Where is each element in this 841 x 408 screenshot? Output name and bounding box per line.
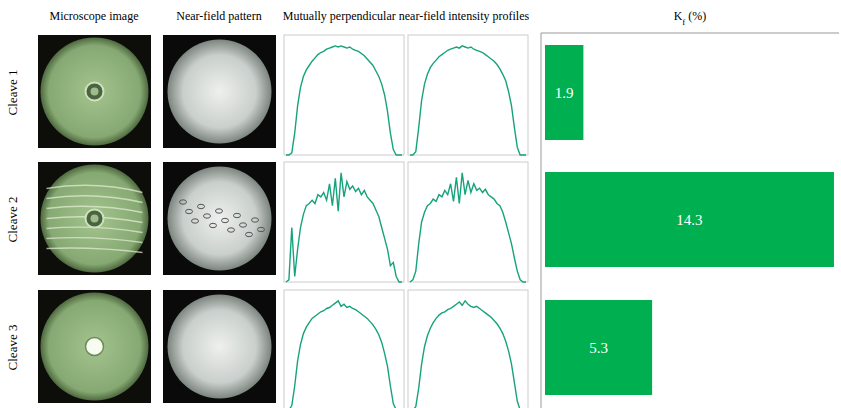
microscope-image: [38, 35, 151, 148]
profile-frame: [284, 35, 404, 155]
speckle: [252, 218, 259, 222]
value-axis-line: [541, 33, 542, 408]
bar: [545, 45, 583, 140]
speckle: [240, 223, 247, 227]
speckle: [186, 209, 193, 213]
row-label: Cleave 1: [5, 70, 20, 116]
figure: Microscope image Near-field pattern Mutual…: [0, 0, 841, 408]
fiber-core: [86, 210, 104, 228]
fiber-cladding: [41, 293, 149, 401]
bar: [545, 172, 834, 267]
intensity-profile: [410, 301, 526, 408]
near-field-spot: [168, 295, 272, 399]
intensity-profile: [286, 173, 402, 282]
chart-title: Kf (%): [674, 9, 707, 27]
fiber-cladding: [41, 38, 149, 146]
fiber-core-center: [91, 88, 99, 96]
profile-frame: [284, 290, 404, 408]
speckle: [198, 204, 205, 208]
column-header: Mutually perpendicular near-field intens…: [283, 9, 530, 23]
near-field-spot: [168, 40, 272, 144]
intensity-profile: [286, 301, 402, 408]
cleave-hackle: [47, 248, 143, 253]
speckle: [246, 232, 253, 236]
cleave-hackle: [47, 196, 143, 203]
speckle: [222, 218, 229, 222]
intensity-profile: [410, 46, 526, 155]
cleave-hackle: [47, 238, 143, 243]
profile-frame: [408, 162, 528, 282]
bar: [545, 300, 652, 395]
fiber-cladding: [41, 165, 149, 273]
speckle: [216, 209, 223, 213]
bars: [545, 45, 834, 395]
intensity-profile: [410, 173, 526, 282]
microscope-image: [38, 290, 151, 403]
speckle: [204, 214, 211, 218]
fiber-core-center: [91, 215, 99, 223]
near-field-image: [163, 35, 276, 148]
near-field-spot: [168, 167, 272, 271]
near-field-image: [163, 162, 276, 275]
profile-frame: [284, 162, 404, 282]
fiber-core: [86, 83, 104, 101]
near-field-image: [163, 290, 276, 403]
speckle: [192, 219, 199, 223]
data-label: 5.3: [589, 340, 608, 356]
cleave-hackle: [47, 185, 143, 192]
column-header: Microscope image: [50, 9, 139, 23]
data-label: 14.3: [676, 212, 702, 228]
frame-top: [541, 33, 839, 34]
data-label: 1.9: [555, 85, 574, 101]
column-header: Near-field pattern: [176, 9, 261, 23]
speckle: [234, 213, 241, 217]
profile-frame: [408, 35, 528, 155]
microscope-image: [38, 162, 151, 275]
profile-frame: [408, 290, 528, 408]
speckle: [180, 200, 187, 204]
intensity-profile: [286, 46, 402, 155]
speckle: [228, 228, 235, 232]
speckle: [258, 227, 265, 231]
row-label: Cleave 3: [5, 325, 20, 371]
row-label: Cleave 2: [5, 197, 20, 243]
speckle: [210, 223, 217, 227]
fiber-core: [86, 338, 104, 356]
